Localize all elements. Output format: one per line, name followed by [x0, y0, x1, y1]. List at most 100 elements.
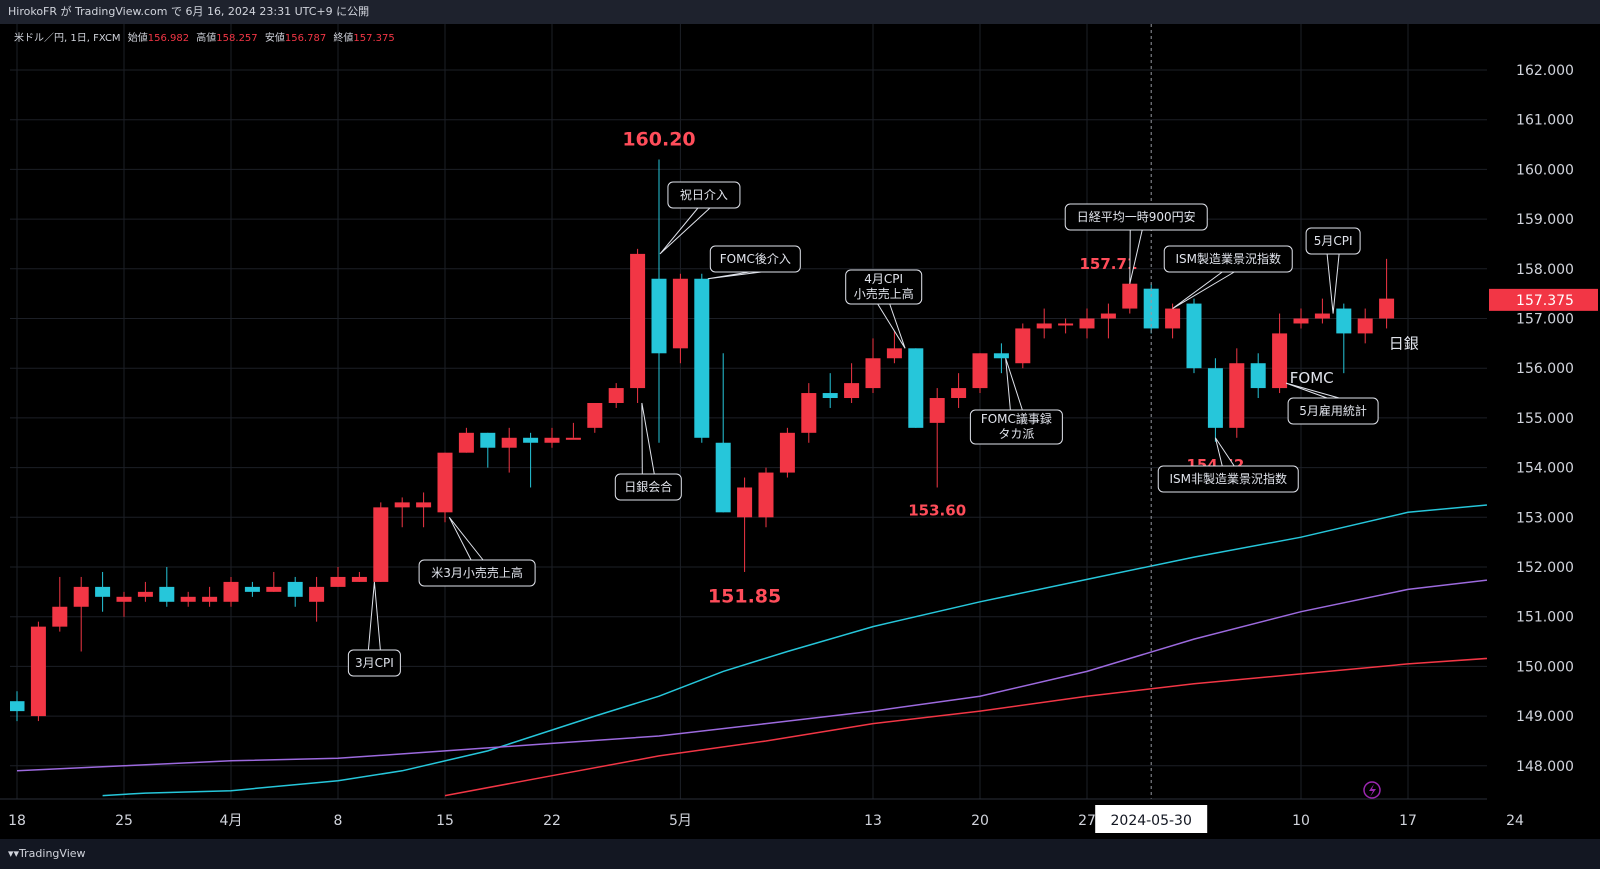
- candle[interactable]: [1058, 318, 1074, 334]
- candle[interactable]: [951, 373, 967, 408]
- tradingview-logo-icon[interactable]: ▾▾: [8, 847, 20, 860]
- candle[interactable]: [223, 576, 239, 607]
- candle[interactable]: [608, 383, 624, 408]
- candle-body[interactable]: [993, 353, 1009, 359]
- candle-body[interactable]: [309, 586, 325, 602]
- candle-body[interactable]: [972, 353, 988, 389]
- candle-body[interactable]: [1272, 333, 1288, 389]
- candle-body[interactable]: [480, 432, 496, 448]
- candle[interactable]: [137, 581, 153, 602]
- candle-body[interactable]: [1015, 328, 1031, 364]
- candle-body[interactable]: [501, 437, 517, 448]
- candle-body[interactable]: [1229, 363, 1245, 428]
- candle-body[interactable]: [630, 253, 646, 389]
- candle[interactable]: [10, 691, 25, 722]
- candle-body[interactable]: [351, 576, 367, 582]
- candle-body[interactable]: [10, 701, 25, 712]
- candle-body[interactable]: [52, 606, 68, 627]
- candle[interactable]: [1036, 308, 1052, 339]
- candle[interactable]: [159, 567, 175, 607]
- candle[interactable]: [373, 502, 389, 582]
- candle[interactable]: [1165, 303, 1181, 339]
- candle-body[interactable]: [330, 576, 346, 587]
- candle[interactable]: [972, 353, 988, 394]
- candle[interactable]: [865, 338, 881, 394]
- candle-body[interactable]: [758, 472, 774, 518]
- candle-body[interactable]: [416, 502, 432, 508]
- candle[interactable]: [779, 427, 795, 478]
- candle-body[interactable]: [437, 452, 453, 513]
- candle[interactable]: [1379, 258, 1395, 329]
- candle[interactable]: [437, 452, 453, 523]
- candle-body[interactable]: [1122, 283, 1138, 309]
- candle-body[interactable]: [1336, 308, 1352, 334]
- candle-body[interactable]: [1165, 308, 1181, 329]
- candle[interactable]: [309, 576, 325, 622]
- candle-body[interactable]: [159, 586, 175, 602]
- candle[interactable]: [1207, 358, 1223, 442]
- candle[interactable]: [1293, 308, 1309, 329]
- price-chart[interactable]: 160.20151.85153.60157.71154.52祝日介入FOMC後介…: [0, 24, 1600, 839]
- candle[interactable]: [1229, 348, 1245, 438]
- candle[interactable]: [1015, 323, 1031, 369]
- candle[interactable]: [1314, 298, 1330, 324]
- candle-body[interactable]: [1379, 298, 1395, 319]
- candle-body[interactable]: [694, 278, 710, 438]
- candle-body[interactable]: [223, 581, 239, 602]
- candle[interactable]: [1272, 313, 1288, 394]
- candle-body[interactable]: [951, 388, 967, 399]
- candle-body[interactable]: [1250, 363, 1266, 389]
- candle-body[interactable]: [886, 348, 902, 359]
- candle[interactable]: [672, 273, 688, 364]
- candle-body[interactable]: [1058, 323, 1074, 326]
- candle[interactable]: [116, 591, 132, 617]
- candle[interactable]: [52, 576, 68, 632]
- candle[interactable]: [630, 248, 646, 403]
- candle[interactable]: [758, 467, 774, 528]
- candle[interactable]: [394, 497, 410, 528]
- candle[interactable]: [651, 159, 667, 443]
- candle-body[interactable]: [1357, 318, 1373, 334]
- candle-body[interactable]: [908, 348, 924, 428]
- candle[interactable]: [351, 571, 367, 582]
- candle-body[interactable]: [822, 393, 838, 399]
- candle[interactable]: [1186, 298, 1202, 374]
- candle-body[interactable]: [202, 596, 218, 602]
- candle-body[interactable]: [287, 581, 303, 597]
- candle[interactable]: [30, 621, 46, 722]
- candle-body[interactable]: [801, 393, 817, 433]
- candle[interactable]: [694, 273, 710, 443]
- candle[interactable]: [266, 571, 282, 592]
- candle-body[interactable]: [95, 586, 111, 597]
- candle[interactable]: [73, 576, 89, 652]
- candle-body[interactable]: [565, 437, 581, 440]
- lightning-icon[interactable]: [1363, 781, 1381, 799]
- candle-body[interactable]: [672, 278, 688, 349]
- candle-body[interactable]: [1293, 318, 1309, 324]
- candle-body[interactable]: [715, 442, 731, 513]
- candle[interactable]: [993, 343, 1009, 374]
- candle[interactable]: [929, 388, 945, 488]
- candle[interactable]: [180, 591, 196, 607]
- candle[interactable]: [587, 402, 603, 433]
- candle[interactable]: [801, 383, 817, 443]
- candle-body[interactable]: [266, 586, 282, 592]
- candle[interactable]: [501, 427, 517, 473]
- candle[interactable]: [715, 353, 731, 513]
- candle-body[interactable]: [844, 383, 860, 399]
- candle[interactable]: [886, 328, 902, 364]
- candle[interactable]: [458, 427, 474, 453]
- candle-body[interactable]: [1207, 368, 1223, 428]
- candle-body[interactable]: [1100, 313, 1116, 319]
- candle-body[interactable]: [737, 487, 753, 518]
- candle-body[interactable]: [865, 358, 881, 389]
- candle-body[interactable]: [929, 398, 945, 423]
- candle[interactable]: [202, 586, 218, 607]
- candle-body[interactable]: [651, 278, 667, 354]
- candle-body[interactable]: [544, 437, 560, 443]
- candle-body[interactable]: [73, 586, 89, 607]
- candle[interactable]: [544, 427, 560, 448]
- candle-body[interactable]: [373, 507, 389, 582]
- candle-body[interactable]: [523, 437, 539, 443]
- candle-body[interactable]: [608, 388, 624, 403]
